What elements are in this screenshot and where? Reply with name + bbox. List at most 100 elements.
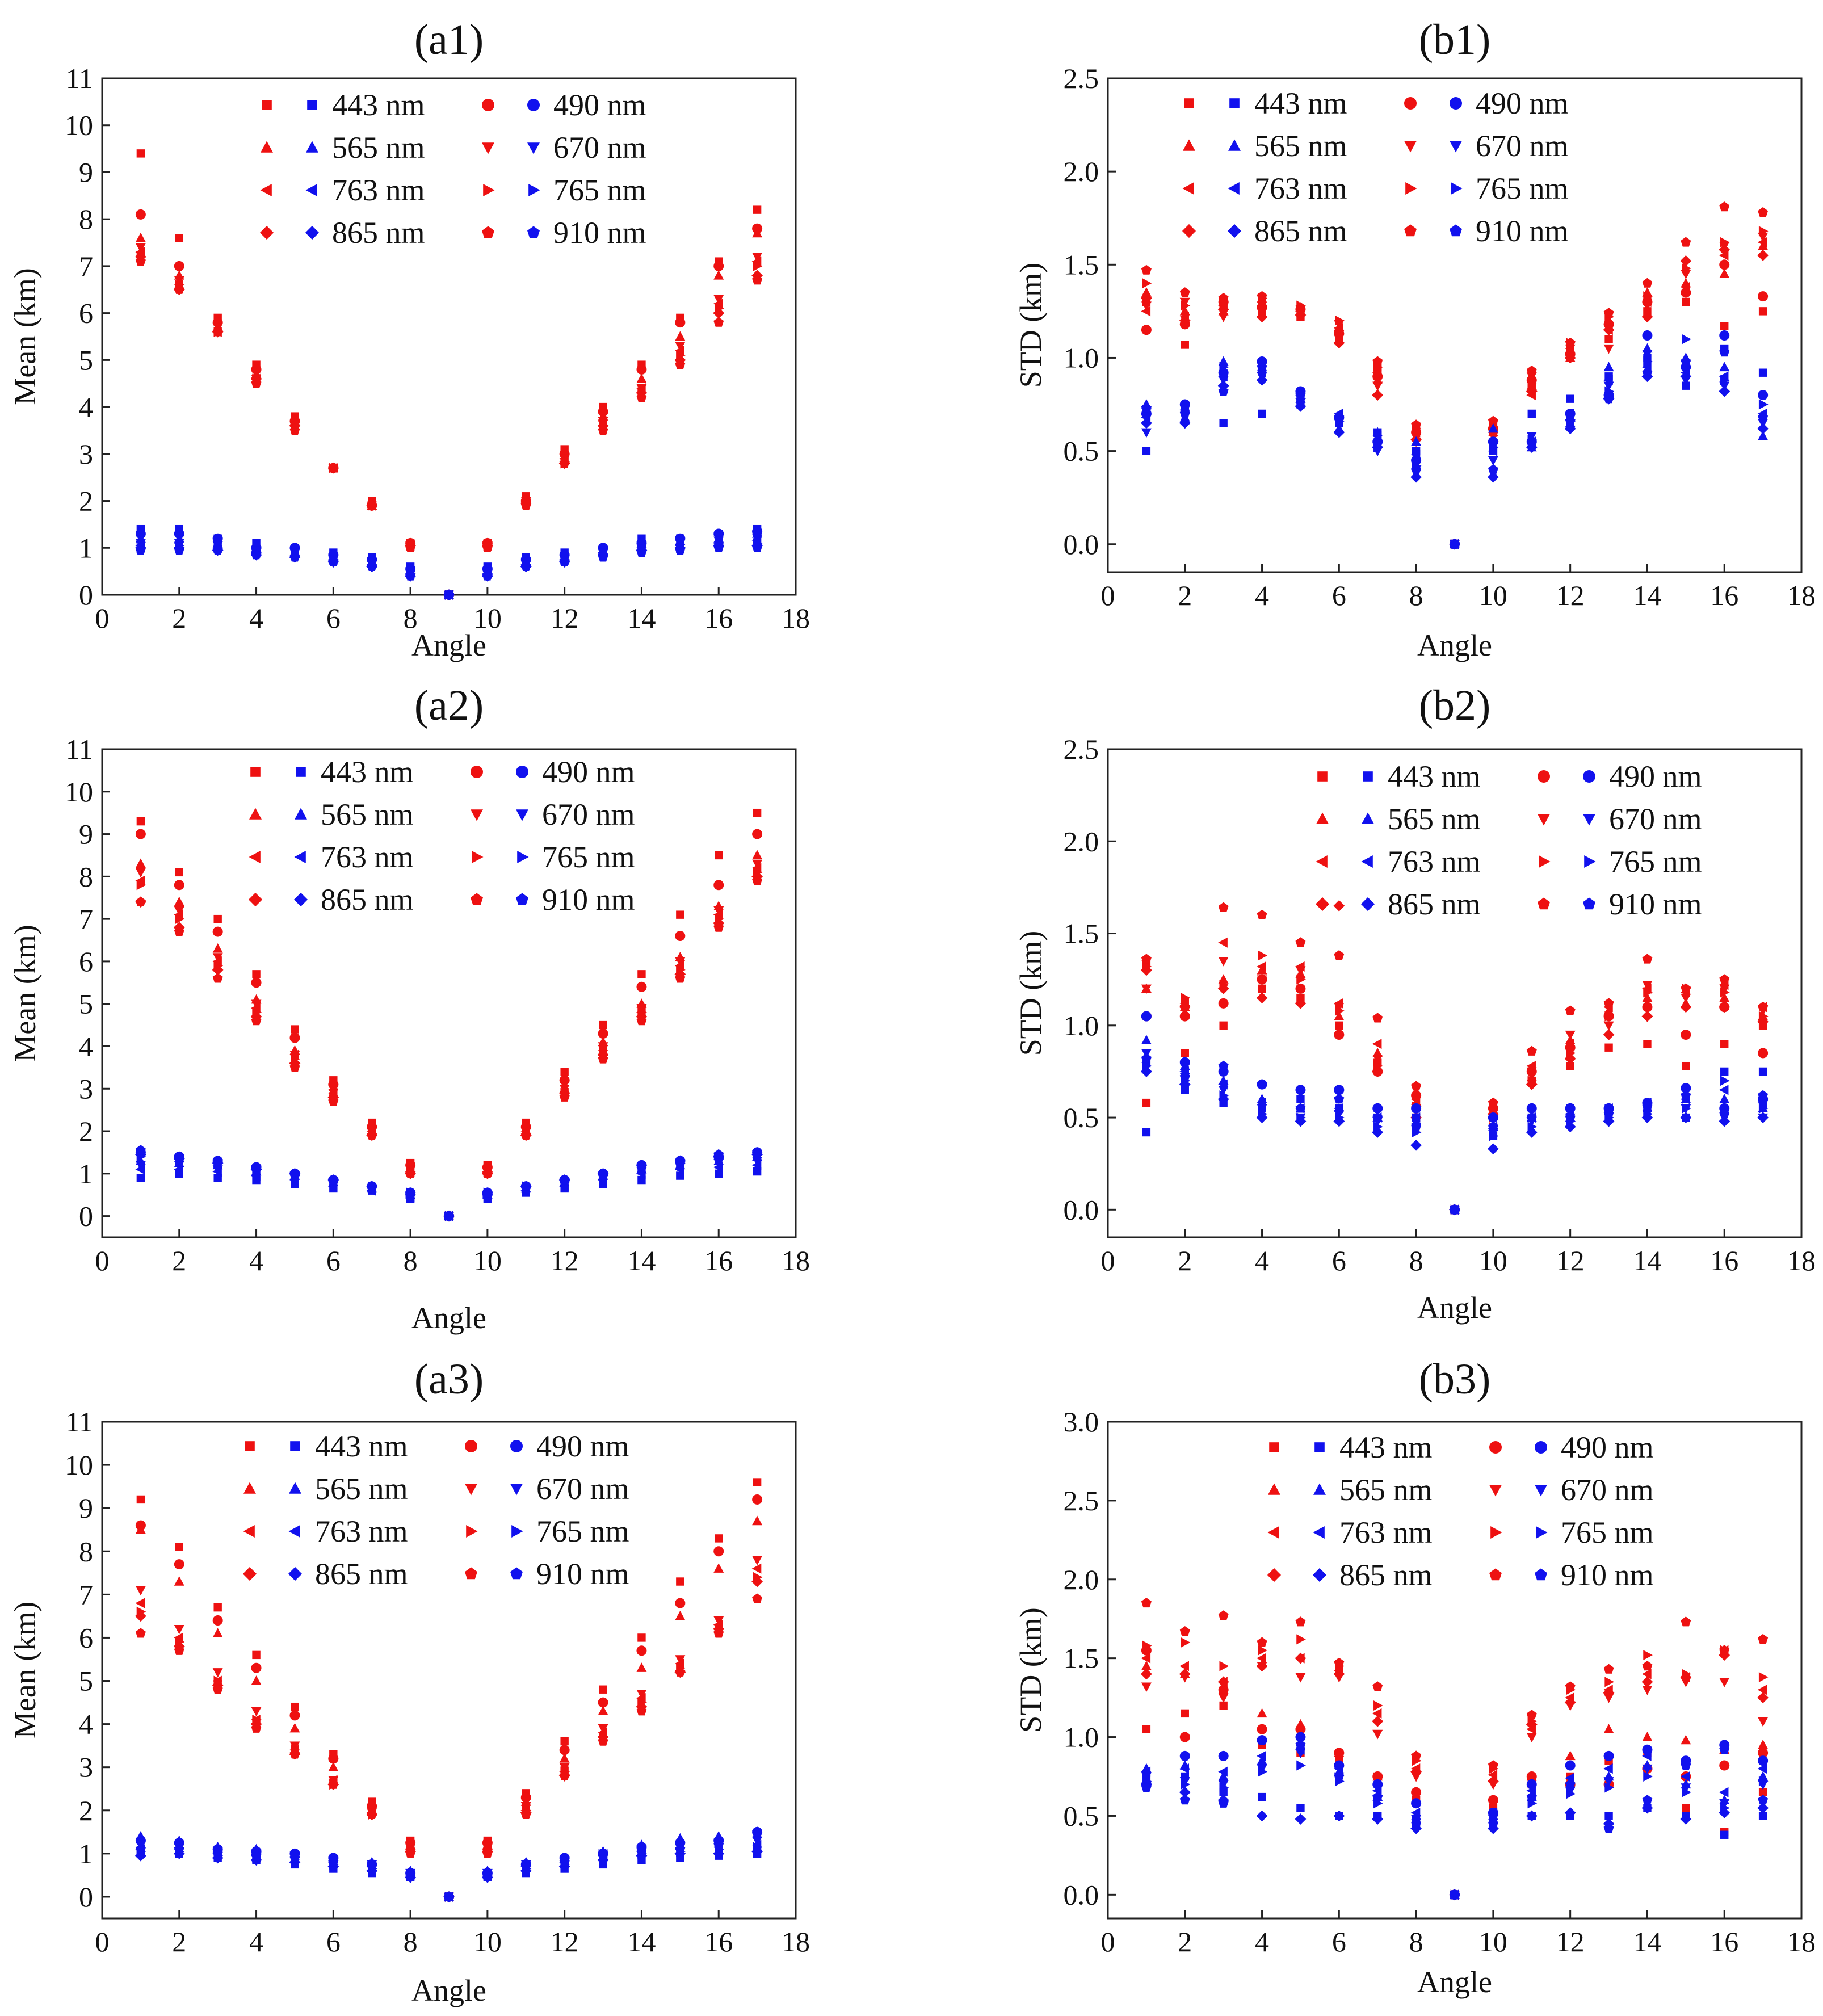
diamond-marker bbox=[1526, 385, 1538, 397]
legend-label: 865 nm bbox=[1339, 1558, 1433, 1592]
triangle-right-marker bbox=[1489, 442, 1499, 453]
pentagon-marker bbox=[1334, 1094, 1345, 1104]
diamond-marker bbox=[1603, 324, 1615, 336]
diamond-marker bbox=[1641, 1676, 1653, 1688]
square-marker bbox=[1314, 1442, 1325, 1452]
pentagon-marker bbox=[1372, 1013, 1383, 1023]
triangle-down-marker bbox=[516, 809, 528, 821]
triangle-left-marker bbox=[135, 1164, 145, 1175]
triangle-down-marker bbox=[713, 906, 724, 916]
pentagon-marker bbox=[1450, 1889, 1460, 1899]
pentagon-marker bbox=[328, 1174, 339, 1185]
triangle-right-marker bbox=[1720, 987, 1730, 998]
square-marker bbox=[1682, 1804, 1690, 1812]
legend-item: 443 nm bbox=[245, 1429, 408, 1463]
triangle-up-marker bbox=[1603, 315, 1614, 325]
diamond-marker bbox=[1757, 423, 1769, 435]
pentagon-marker bbox=[1719, 347, 1730, 357]
triangle-right-marker bbox=[1682, 1787, 1691, 1797]
triangle-left-marker bbox=[1719, 1085, 1729, 1095]
triangle-right-marker bbox=[466, 1525, 478, 1538]
y-tick-label: 9 bbox=[79, 818, 93, 850]
triangle-up-marker bbox=[1526, 1771, 1537, 1781]
diamond-marker bbox=[1680, 1813, 1692, 1825]
triangle-up-marker bbox=[243, 1482, 256, 1494]
pentagon-marker bbox=[713, 922, 724, 932]
pentagon-marker bbox=[135, 1628, 146, 1638]
triangle-right-marker bbox=[1758, 399, 1769, 410]
x-tick-label: 10 bbox=[473, 1245, 502, 1276]
triangle-right-marker bbox=[1604, 386, 1615, 397]
pentagon-marker bbox=[1141, 1053, 1152, 1063]
triangle-right-marker bbox=[1219, 1782, 1229, 1793]
pentagon-marker bbox=[559, 556, 570, 566]
pentagon-marker bbox=[135, 1843, 146, 1854]
square-marker bbox=[1720, 1830, 1729, 1839]
pentagon-marker bbox=[289, 1853, 300, 1863]
x-axis-label: Angle bbox=[411, 1301, 486, 1335]
triangle-left-marker bbox=[1757, 1763, 1767, 1774]
triangle-up-marker bbox=[1362, 812, 1374, 824]
x-tick-label: 16 bbox=[1710, 579, 1738, 611]
pentagon-marker bbox=[1603, 1108, 1614, 1119]
triangle-down-marker bbox=[1535, 1485, 1547, 1497]
legend: 443 nm 490 nm 565 nm 670 nm 763 nm 765 nm 865 … bbox=[248, 755, 635, 917]
legend-item: 565 nm bbox=[261, 131, 425, 165]
triangle-left-marker bbox=[1218, 371, 1228, 382]
circle-marker bbox=[1257, 1724, 1267, 1734]
triangle-down-marker bbox=[1603, 1021, 1614, 1031]
square-marker bbox=[1142, 447, 1151, 455]
triangle-up-marker bbox=[1565, 1750, 1576, 1761]
circle-marker bbox=[328, 1753, 339, 1764]
triangle-right-marker bbox=[1643, 987, 1653, 998]
circle-marker bbox=[289, 1710, 300, 1721]
pentagon-marker bbox=[405, 570, 416, 581]
triangle-down-marker bbox=[251, 999, 262, 1010]
plot-frame bbox=[1107, 77, 1803, 573]
diamond-marker bbox=[1140, 417, 1152, 429]
diamond-marker bbox=[1295, 1115, 1307, 1127]
legend-item: 490 nm bbox=[1489, 1430, 1654, 1464]
legend-label: 865 nm bbox=[1254, 214, 1347, 248]
triangle-left-marker bbox=[1410, 450, 1421, 460]
y-tick-label: 2.5 bbox=[1064, 1485, 1099, 1517]
pentagon-marker bbox=[520, 1861, 531, 1871]
pentagon-marker bbox=[1334, 326, 1345, 337]
triangle-down-marker bbox=[598, 1724, 608, 1734]
legend-label: 565 nm bbox=[315, 1472, 408, 1506]
pentagon-marker bbox=[1141, 264, 1152, 275]
square-marker bbox=[1258, 984, 1266, 993]
circle-marker bbox=[251, 977, 262, 988]
y-tick-label: 11 bbox=[66, 733, 93, 765]
square-marker bbox=[1335, 1021, 1343, 1030]
triangle-up-marker bbox=[1642, 992, 1653, 1002]
circle-marker bbox=[1334, 1085, 1345, 1095]
legend-label: 910 nm bbox=[1561, 1558, 1654, 1592]
square-marker bbox=[1142, 1098, 1151, 1107]
diamond-marker bbox=[293, 892, 308, 907]
triangle-right-marker bbox=[1373, 1700, 1383, 1711]
pentagon-marker bbox=[482, 1848, 493, 1858]
triangle-down-marker bbox=[1218, 957, 1229, 967]
triangle-down-marker bbox=[1642, 1686, 1653, 1695]
pentagon-marker bbox=[328, 1857, 339, 1867]
square-marker bbox=[1229, 98, 1240, 108]
circle-marker bbox=[251, 1662, 262, 1673]
pentagon-marker bbox=[1334, 1657, 1345, 1668]
diamond-marker bbox=[1256, 992, 1268, 1004]
pentagon-marker bbox=[598, 1850, 608, 1860]
circle-marker bbox=[675, 317, 686, 328]
triangle-left-marker bbox=[713, 1162, 723, 1173]
diamond-marker bbox=[1410, 471, 1422, 483]
triangle-up-marker bbox=[174, 1835, 184, 1845]
y-tick-label: 2 bbox=[79, 1795, 93, 1826]
pentagon-marker bbox=[328, 1096, 339, 1106]
pentagon-marker bbox=[675, 545, 686, 555]
pentagon-marker bbox=[520, 561, 531, 571]
triangle-left-marker bbox=[1565, 1039, 1574, 1049]
triangle-right-marker bbox=[1258, 1766, 1268, 1777]
square-marker bbox=[1720, 322, 1729, 330]
square-marker bbox=[1682, 1061, 1690, 1070]
legend-item: 565 nm bbox=[1316, 802, 1481, 836]
triangle-down-marker bbox=[713, 295, 724, 305]
